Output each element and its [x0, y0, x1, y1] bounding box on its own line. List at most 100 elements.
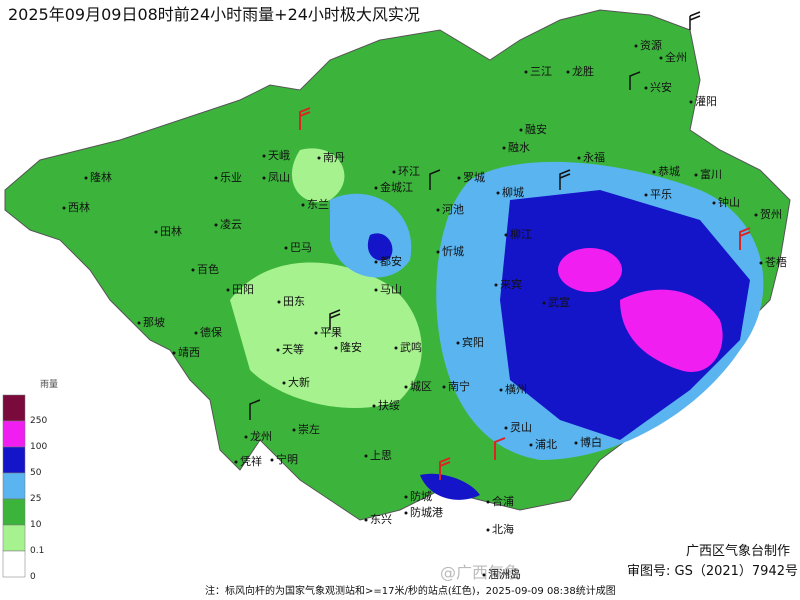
city-dot — [334, 346, 338, 350]
city-dot — [759, 261, 763, 265]
legend-label: 250 — [30, 416, 47, 426]
city-label: 东兰 — [307, 198, 329, 211]
legend-label: 0.1 — [30, 546, 44, 556]
city-label: 资源 — [640, 38, 662, 52]
city-dot — [194, 331, 198, 335]
city-dot — [284, 246, 288, 250]
city-label: 扶绥 — [378, 398, 400, 412]
city-dot — [137, 321, 141, 325]
city-dot — [214, 176, 218, 180]
city-label: 永福 — [583, 150, 605, 164]
legend-swatch — [2, 524, 26, 552]
city-dot — [634, 44, 638, 48]
legend-swatch — [2, 472, 26, 500]
city-label: 涠洲岛 — [488, 567, 521, 581]
torrential-rain-area — [558, 248, 622, 292]
city-label: 德保 — [200, 325, 222, 339]
city-dot — [529, 443, 533, 447]
city-dot — [314, 331, 318, 335]
city-label: 博白 — [580, 435, 602, 449]
city-label: 凌云 — [220, 217, 242, 231]
city-label: 融安 — [525, 122, 547, 136]
city-label: 防城港 — [410, 505, 443, 519]
city-label: 百色 — [197, 262, 219, 276]
city-dot — [394, 346, 398, 350]
strong-wind-barbs — [299, 107, 751, 480]
heavy-rain-area — [367, 190, 750, 500]
city-label: 龙胜 — [572, 64, 594, 78]
city-label: 来宾 — [500, 277, 522, 291]
city-dot — [712, 201, 716, 205]
city-dot — [456, 341, 460, 345]
city-label: 宁明 — [276, 452, 298, 466]
city-label: 田阳 — [232, 283, 254, 296]
city-label: 崇左 — [298, 423, 320, 436]
city-label: 兴安 — [650, 80, 672, 94]
producer: 广西区气象台制作 — [686, 543, 790, 559]
city-dot — [504, 233, 508, 237]
city-dot — [644, 193, 648, 197]
legend-label: 100 — [30, 442, 47, 452]
city-dot — [694, 173, 698, 177]
city-label: 罗城 — [463, 171, 485, 184]
city-dot — [372, 404, 376, 408]
city-dot — [276, 348, 280, 352]
city-dot — [482, 573, 486, 577]
city-dot — [574, 441, 578, 445]
city-label: 马山 — [380, 283, 402, 296]
city-label: 南宁 — [448, 379, 470, 393]
city-dot — [652, 170, 656, 174]
city-label: 大新 — [288, 375, 310, 389]
legend-swatch — [2, 446, 26, 474]
city-label: 融水 — [508, 141, 530, 154]
city-label: 浦北 — [535, 438, 557, 451]
city-label: 恭城 — [658, 165, 680, 178]
city-dot — [244, 435, 248, 439]
city-label: 金城江 — [380, 180, 413, 194]
legend-label: 0 — [30, 572, 36, 582]
city-dot — [364, 454, 368, 458]
city-dot — [442, 385, 446, 389]
city-label: 北海 — [492, 522, 514, 536]
city-label: 凭祥 — [240, 454, 262, 468]
city-label: 合浦 — [492, 494, 514, 508]
city-dot — [277, 300, 281, 304]
city-dot — [214, 223, 218, 227]
city-dot — [457, 176, 461, 180]
city-dot — [486, 528, 490, 532]
city-dot — [542, 301, 546, 305]
city-dot — [62, 206, 66, 210]
city-dot — [282, 381, 286, 385]
wind-barbs — [249, 11, 701, 420]
city-label: 乐业 — [220, 171, 242, 184]
city-label: 田林 — [160, 224, 182, 238]
city-dot — [317, 156, 321, 160]
city-dot — [301, 203, 305, 207]
city-label: 忻城 — [442, 245, 464, 258]
city-dot — [494, 283, 498, 287]
city-label: 天等 — [282, 342, 304, 356]
city-dot — [504, 426, 508, 430]
city-label: 上思 — [370, 449, 392, 462]
city-dot — [502, 146, 506, 150]
city-label: 宾阳 — [462, 335, 484, 349]
city-dot — [524, 70, 528, 74]
city-label: 东兴 — [370, 513, 392, 526]
city-dot — [496, 191, 500, 195]
city-label: 天峨 — [268, 149, 290, 162]
city-label: 柳城 — [502, 185, 524, 199]
legend-label: 10 — [30, 520, 42, 530]
city-dot — [374, 186, 378, 190]
city-label: 灵山 — [510, 421, 532, 434]
city-dot — [154, 230, 158, 234]
legend-swatch — [2, 498, 26, 526]
city-label: 平果 — [320, 326, 342, 339]
city-label: 巴马 — [290, 241, 312, 254]
city-dot — [364, 518, 368, 522]
city-label: 苍梧 — [765, 255, 787, 269]
city-dot — [292, 428, 296, 432]
city-dot — [262, 176, 266, 180]
city-label: 钟山 — [718, 195, 740, 209]
city-dot — [374, 288, 378, 292]
